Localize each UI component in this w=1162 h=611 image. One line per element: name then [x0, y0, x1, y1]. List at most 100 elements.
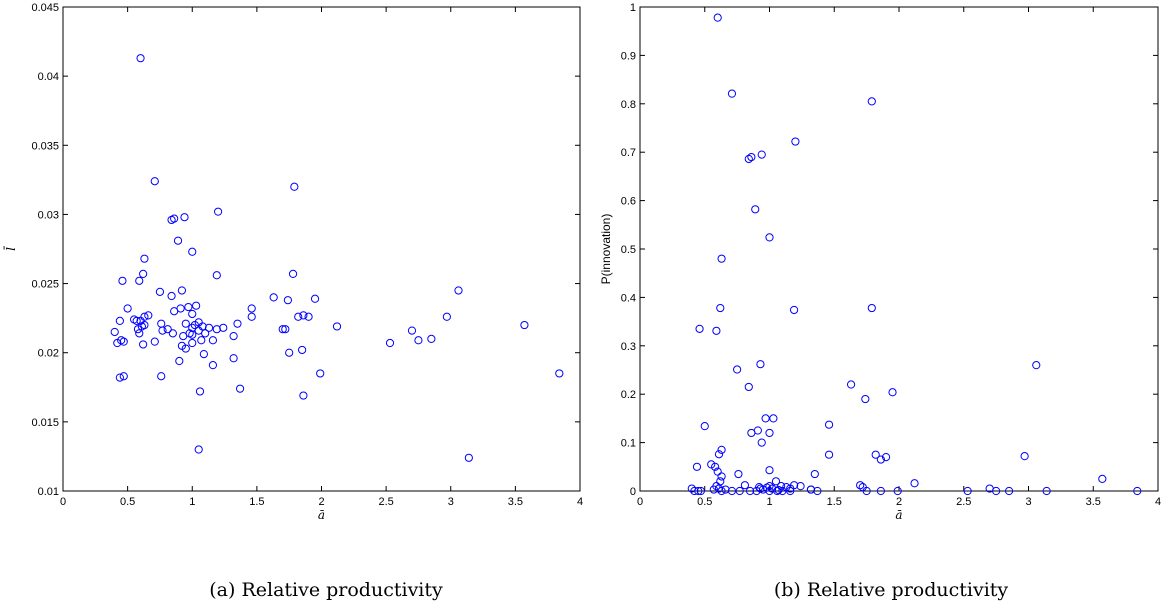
data-point: [717, 472, 726, 481]
data-point: [299, 311, 308, 320]
data-point: [751, 205, 760, 214]
x-tick-label: 3.5: [508, 496, 523, 508]
panel-a-ticks: 0 0.5 1 1.5 2 2.5 3 3.5 4 0.01 0.015 0.02 0.025 0.03 0…: [31, 2, 583, 508]
data-point: [893, 486, 902, 496]
x-tick-label: 0: [60, 496, 66, 508]
x-tick-label: 4: [577, 496, 583, 508]
data-point: [197, 336, 206, 345]
data-point: [824, 450, 834, 459]
y-tick-label: 0.6: [621, 196, 636, 208]
data-point: [135, 276, 144, 285]
data-point: [157, 319, 166, 328]
data-point: [140, 254, 149, 263]
data-point: [233, 319, 242, 328]
data-point: [140, 312, 149, 321]
data-point: [773, 486, 782, 496]
data-point: [299, 391, 308, 400]
y-tick-label: 0.01: [38, 486, 59, 498]
data-point: [765, 486, 774, 496]
data-point: [712, 326, 721, 335]
data-point: [195, 387, 205, 396]
data-point: [734, 469, 743, 479]
data-point: [765, 482, 774, 491]
data-point: [181, 319, 190, 328]
data-point: [427, 334, 436, 343]
data-point: [744, 382, 753, 392]
data-point: [188, 247, 197, 256]
data-point: [757, 438, 766, 447]
panel-b-scatter: 0 0.5 1 1.5 2 2.5 3 3.5 4 0 0.1 0.2 0.3 0.4 0.5 0.6 0.7 0…: [599, 2, 1161, 601]
data-point: [140, 320, 149, 330]
data-point: [229, 332, 238, 341]
y-tick-label: 0.9: [621, 50, 636, 62]
data-point: [407, 326, 417, 335]
data-point: [110, 327, 119, 337]
data-point: [695, 324, 704, 333]
data-point: [290, 182, 299, 191]
data-point: [414, 336, 423, 345]
data-point: [332, 322, 342, 331]
y-tick-label: 0.3: [621, 341, 636, 353]
data-point: [269, 293, 278, 302]
data-point: [278, 325, 287, 334]
x-tick-label: 1.5: [827, 496, 842, 508]
data-point: [888, 388, 897, 397]
panel-a-caption: (a) Relative productivity: [209, 579, 443, 601]
data-point: [747, 152, 756, 162]
data-point: [862, 486, 871, 496]
data-point: [150, 177, 159, 186]
data-point: [733, 365, 742, 374]
data-point: [790, 305, 799, 315]
data-point: [144, 311, 153, 320]
data-point: [717, 486, 726, 496]
x-tick-label: 1.5: [249, 496, 264, 508]
x-tick-label: 0.5: [120, 496, 135, 508]
data-point: [692, 462, 702, 471]
data-point: [778, 486, 787, 496]
data-point: [139, 269, 148, 278]
panel-a-axes-frame: [62, 6, 581, 492]
data-point: [294, 312, 303, 321]
data-point: [163, 325, 172, 334]
data-point: [188, 338, 197, 348]
data-point: [1133, 486, 1142, 496]
panel-b-axes-frame: [639, 6, 1159, 492]
data-point: [871, 450, 880, 459]
data-point: [761, 414, 770, 423]
data-point: [709, 485, 718, 494]
data-point: [740, 481, 749, 490]
data-point: [199, 349, 208, 359]
y-tick-label: 1: [630, 2, 636, 14]
data-point: [806, 485, 816, 494]
y-tick-label: 0.025: [31, 279, 59, 291]
data-point: [180, 213, 189, 222]
data-point: [304, 312, 313, 321]
x-tick-label: 0.5: [697, 496, 712, 508]
data-point: [192, 301, 201, 310]
x-tick-label: 3: [1025, 496, 1031, 508]
x-tick-label: 1: [189, 496, 195, 508]
x-tick-label: 4: [1155, 496, 1161, 508]
data-point: [385, 338, 395, 348]
y-tick-label: 0.03: [38, 209, 59, 221]
data-point: [769, 414, 778, 423]
data-point: [771, 477, 781, 486]
y-tick-label: 0.035: [31, 140, 59, 152]
data-point: [201, 329, 210, 338]
data-point: [288, 269, 298, 278]
panel-b-points: [687, 13, 1142, 496]
data-point: [790, 481, 799, 490]
x-tick-label: 3.5: [1086, 496, 1101, 508]
x-tick-label: 1: [766, 496, 772, 508]
data-point: [198, 322, 207, 331]
data-point: [454, 286, 463, 295]
data-point: [298, 345, 307, 355]
data-point: [132, 316, 141, 326]
data-point: [285, 348, 294, 357]
data-point: [281, 325, 290, 334]
data-point: [167, 291, 176, 301]
data-point: [721, 485, 730, 494]
data-point: [1004, 486, 1014, 496]
y-tick-label: 0.4: [621, 292, 636, 304]
